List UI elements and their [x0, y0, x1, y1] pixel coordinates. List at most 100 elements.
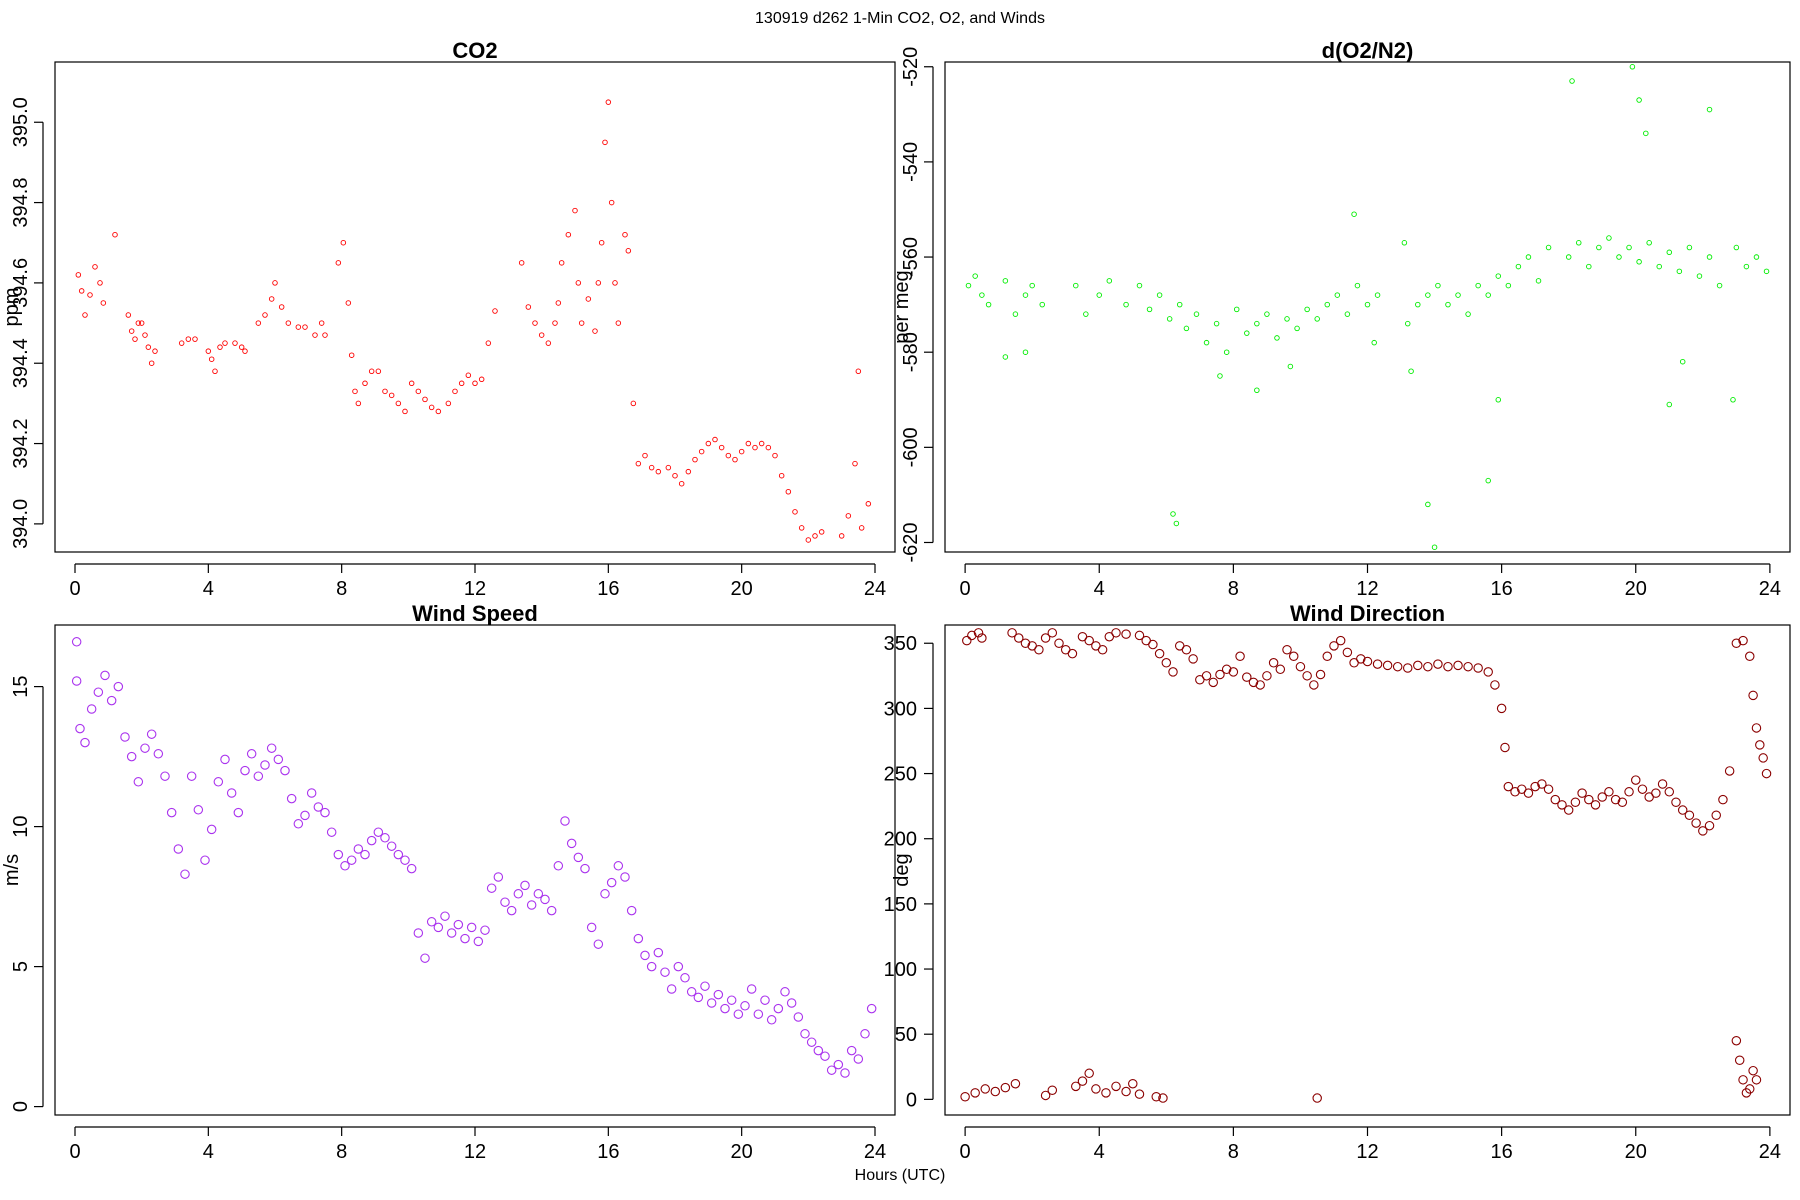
- wind-direction-data-point: [1282, 645, 1292, 655]
- co2-data-point: [92, 264, 98, 270]
- co2-data-point: [408, 380, 415, 387]
- o2n2-data-point: [1636, 97, 1642, 103]
- wind-speed-data-point: [673, 961, 684, 972]
- wind-direction-data-point: [1537, 779, 1547, 789]
- wind-direction-data-point: [1691, 818, 1701, 828]
- o2n2-data-point: [1170, 511, 1176, 517]
- co2-data-point: [352, 388, 358, 395]
- wind-direction-data-point: [1235, 651, 1245, 662]
- o2n2-data-point: [1646, 240, 1652, 246]
- co2-data-point: [312, 332, 318, 338]
- wind-direction-data-point: [1221, 664, 1232, 675]
- co2-data-point: [805, 537, 812, 543]
- co2-data-point: [602, 139, 608, 146]
- co2-data-point: [295, 324, 302, 330]
- wind-direction-y-tick-label: 100: [884, 959, 917, 981]
- o2n2-data-point: [1596, 244, 1602, 251]
- co2-data-point: [585, 296, 592, 302]
- wind-speed-data-point: [733, 1009, 744, 1019]
- wind-direction-data-point: [1040, 1090, 1051, 1101]
- wind-direction-y-tick-label: 50: [895, 1024, 917, 1046]
- wind-speed-data-point: [353, 844, 364, 854]
- o2n2-data-point: [1073, 282, 1079, 289]
- o2n2-data-point: [1408, 368, 1414, 374]
- co2-data-point: [278, 304, 285, 310]
- wind-speed-data-point: [626, 905, 637, 916]
- wind-speed-data-point: [760, 995, 770, 1005]
- co2-data-point: [718, 444, 725, 451]
- wind-direction-data-point: [1677, 805, 1688, 815]
- wind-speed-y-tick-label: 0: [10, 1101, 32, 1112]
- wind-speed-data-point: [360, 849, 370, 860]
- wind-direction-data-point: [1718, 794, 1728, 805]
- wind-direction-data-point: [1329, 641, 1339, 651]
- wind-speed-y-label: m/s: [1, 854, 23, 886]
- o2n2-y-tick-label: -540: [900, 142, 922, 182]
- wind-direction-data-point: [1322, 651, 1333, 662]
- wind-direction-data-point: [1423, 661, 1433, 672]
- wind-speed-data-point: [620, 872, 630, 882]
- o2n2-data-point: [1763, 268, 1770, 275]
- wind-speed-data-point: [486, 883, 497, 893]
- co2-data-point: [672, 472, 678, 479]
- wind-direction-data-point: [1490, 680, 1500, 690]
- co2-data-point: [492, 308, 498, 314]
- wind-direction-data-point: [967, 630, 977, 641]
- o2n2-data-point: [1545, 244, 1552, 251]
- wind-direction-data-point: [1342, 647, 1353, 658]
- wind-direction-data-point: [1181, 645, 1192, 655]
- co2-data-point: [608, 199, 615, 206]
- wind-speed-data-point: [726, 995, 737, 1005]
- o2n2-data-point: [1431, 544, 1438, 550]
- co2-data-point: [712, 436, 718, 443]
- wind-speed-data-point: [420, 953, 430, 963]
- wind-direction-data-point: [1288, 651, 1299, 662]
- o2n2-data-point: [1706, 254, 1713, 260]
- co2-data-point: [395, 400, 402, 407]
- wind-speed-data-point: [526, 900, 537, 910]
- co2-data-point: [598, 239, 605, 246]
- wind-direction-data-point: [1751, 1075, 1762, 1085]
- o2n2-data-point: [1495, 397, 1502, 403]
- co2-data-point: [112, 231, 118, 238]
- co2-x-tick-label: 4: [203, 578, 214, 600]
- wind-direction-x-tick-label: 0: [960, 1141, 971, 1163]
- o2n2-data-point: [985, 301, 992, 308]
- wind-speed-data-point: [220, 754, 230, 765]
- wind-speed-data-point: [766, 1015, 777, 1025]
- wind-direction-data-point: [1473, 663, 1483, 673]
- wind-speed-data-point: [646, 961, 657, 972]
- wind-speed-data-point: [106, 695, 117, 706]
- wind-direction-data-point: [1382, 660, 1393, 671]
- wind-speed-data-point: [853, 1054, 864, 1064]
- wind-speed-data-point: [86, 704, 97, 714]
- o2n2-data-point: [1515, 263, 1522, 270]
- co2-data-point: [565, 231, 572, 238]
- wind-direction-data-point: [1751, 723, 1762, 733]
- co2-data-point: [335, 260, 342, 266]
- wind-direction-data-point: [1047, 628, 1058, 638]
- o2n2-data-point: [1354, 282, 1361, 289]
- co2-data-point: [855, 368, 862, 375]
- co2-x-tick-label: 12: [464, 578, 486, 600]
- co2-data-point: [538, 332, 545, 338]
- co2-data-point: [725, 452, 732, 459]
- wind-direction-data-point: [1584, 794, 1594, 805]
- o2n2-data-point: [1244, 330, 1250, 336]
- co2-data-point: [100, 300, 107, 306]
- o2n2-data-point: [1223, 349, 1230, 355]
- wind-direction-data-point: [1121, 629, 1131, 639]
- o2n2-data-point: [1730, 397, 1736, 403]
- o2n2-data-point: [1666, 401, 1673, 408]
- wind-direction-data-point: [1134, 1089, 1145, 1099]
- co2-data-point: [322, 332, 328, 338]
- wind-speed-data-point: [346, 855, 357, 865]
- wind-direction-data-point: [1335, 635, 1346, 646]
- co2-data-point: [75, 272, 82, 278]
- o2n2-data-point: [1485, 477, 1491, 484]
- wind-direction-data-point: [960, 1092, 970, 1102]
- wind-speed-data-point: [580, 863, 590, 874]
- co2-data-point: [758, 440, 765, 447]
- o2n2-data-point: [1324, 301, 1331, 308]
